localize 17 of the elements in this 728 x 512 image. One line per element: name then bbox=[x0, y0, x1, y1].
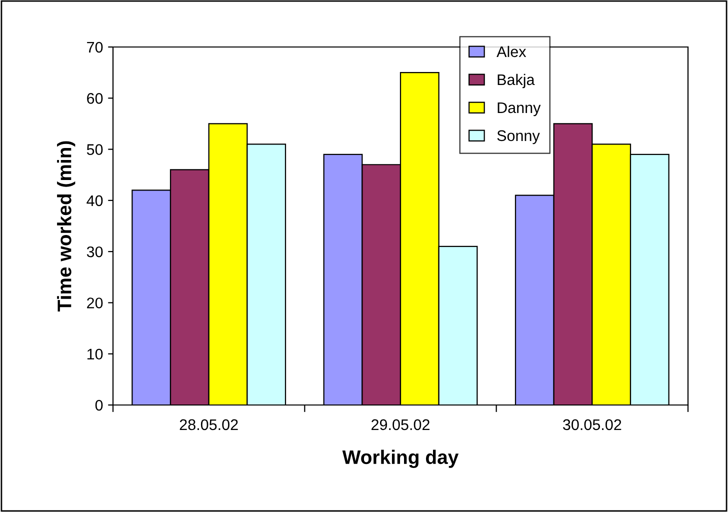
x-tick-label: 29.05.02 bbox=[372, 419, 430, 430]
y-tick-label: 0 bbox=[95, 400, 103, 411]
y-tick-label: 30 bbox=[86, 246, 103, 258]
legend-label: Danny bbox=[498, 102, 541, 116]
legend-label: Sonny bbox=[497, 130, 540, 144]
x-tick-label: 28.05.02 bbox=[180, 419, 238, 430]
x-axis-title: Working day bbox=[342, 450, 459, 468]
y-tick-label: 40 bbox=[86, 195, 103, 206]
y-tick-label: 70 bbox=[87, 42, 103, 53]
legend-label: Bakja bbox=[498, 74, 535, 88]
y-tick-label: 10 bbox=[87, 348, 103, 360]
y-tick-label: 50 bbox=[86, 144, 103, 155]
y-tick-label: 60 bbox=[87, 93, 103, 104]
y-tick-label: 20 bbox=[87, 298, 103, 308]
x-tick-label: 30.05.02 bbox=[563, 419, 622, 430]
y-axis-title: Time worked (min) bbox=[57, 141, 76, 312]
legend-label: Alex bbox=[496, 46, 526, 58]
